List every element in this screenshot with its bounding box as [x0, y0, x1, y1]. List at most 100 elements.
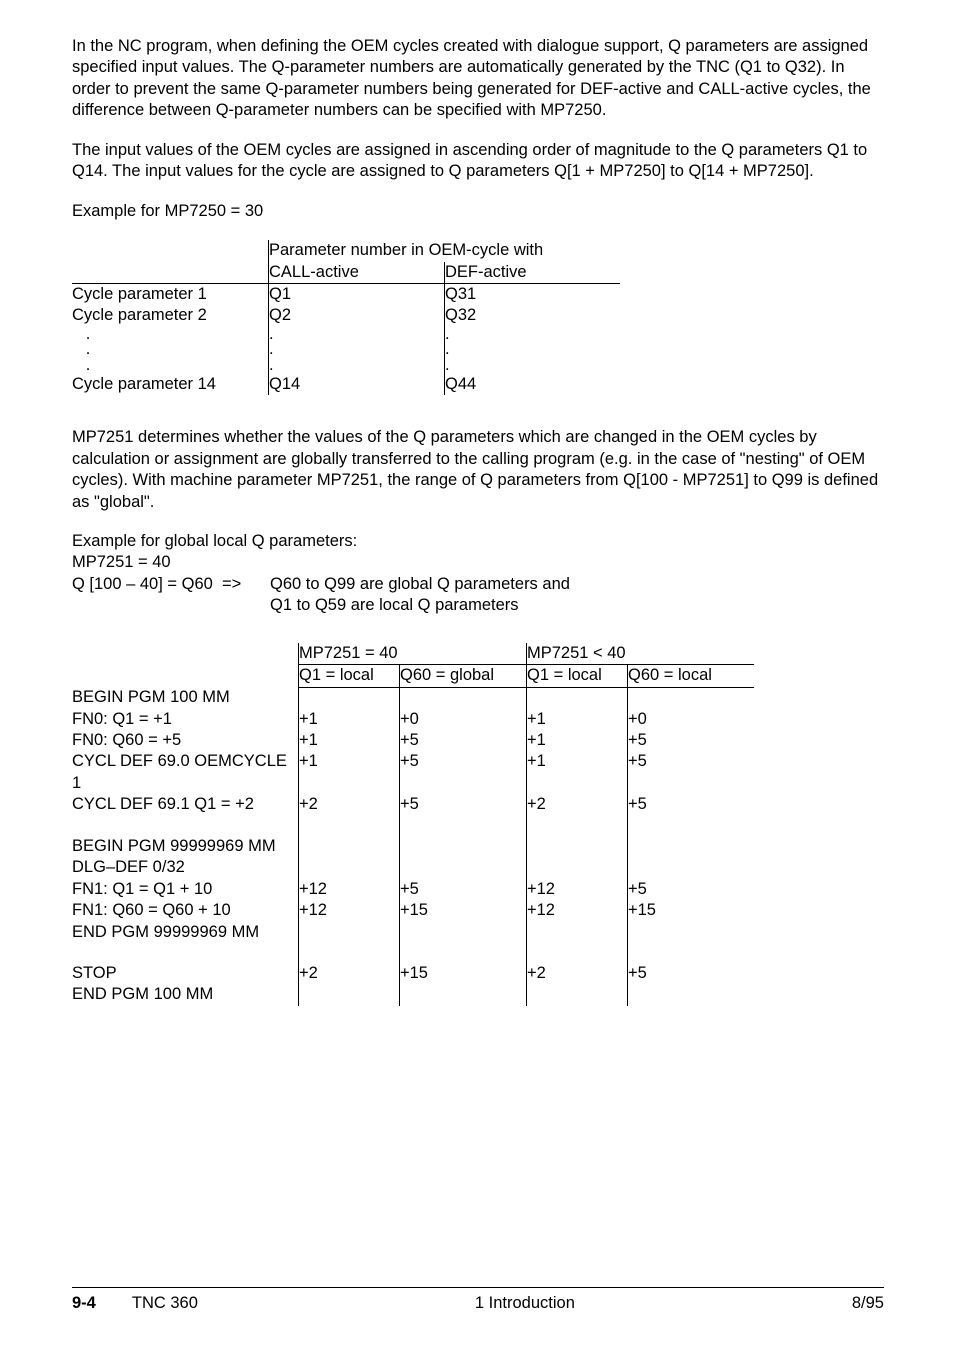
- table2-cell: [299, 857, 400, 878]
- table2-cell: +2: [299, 963, 400, 984]
- table1-row-call: .: [269, 358, 445, 374]
- table2-cell: [527, 857, 628, 878]
- table2-row-label: DLG–DEF 0/32: [72, 857, 299, 878]
- footer-page: 9-4: [72, 1293, 96, 1314]
- table1-row-label: .: [72, 342, 269, 358]
- table2-cell: +1: [299, 709, 400, 730]
- table2-cell: [628, 687, 755, 708]
- table2-row-label: FN0: Q60 = +5: [72, 730, 299, 751]
- table2-cell: [527, 984, 628, 1005]
- table2-sub-3: Q60 = local: [628, 665, 755, 687]
- table2-row-label: BEGIN PGM 99999969 MM: [72, 836, 299, 857]
- table2-cell: +12: [299, 900, 400, 921]
- example2-arrow: =>: [222, 574, 270, 595]
- table2-cell: +15: [400, 963, 527, 984]
- table1-row-call: .: [269, 327, 445, 343]
- table2-cell: +5: [400, 794, 527, 815]
- footer-model: TNC 360: [132, 1293, 198, 1314]
- table2-cell: +1: [299, 751, 400, 794]
- table1-row-def: .: [445, 342, 621, 358]
- example2-rhs2: Q1 to Q59 are local Q parameters: [270, 595, 882, 616]
- table1-row-label: .: [72, 358, 269, 374]
- table2-cell: [400, 857, 527, 878]
- table1-row-def: Q44: [445, 374, 621, 395]
- table2-head-a: MP7251 = 40: [299, 643, 527, 665]
- oem-cycle-parameter-table: Parameter number in OEM-cycle with CALL-…: [72, 240, 620, 395]
- table1-row-call: Q14: [269, 374, 445, 395]
- footer-divider: [72, 1287, 884, 1288]
- table2-cell: [299, 922, 400, 943]
- table2-cell: +5: [628, 879, 755, 900]
- table2-cell: [628, 922, 755, 943]
- table2-cell: +5: [628, 963, 755, 984]
- table2-row-label: FN0: Q1 = +1: [72, 709, 299, 730]
- table2-cell: +5: [628, 794, 755, 815]
- table2-cell: +1: [527, 751, 628, 794]
- table1-row-def: .: [445, 358, 621, 374]
- table2-row-label: BEGIN PGM 100 MM: [72, 687, 299, 708]
- table1-row-def: Q32: [445, 305, 621, 326]
- table2-cell: +12: [527, 879, 628, 900]
- footer-date: 8/95: [852, 1293, 884, 1314]
- table2-cell: +12: [299, 879, 400, 900]
- table2-row-label: CYCL DEF 69.0 OEMCYCLE 1: [72, 751, 299, 794]
- table2-cell: +2: [527, 794, 628, 815]
- table2-cell: [628, 984, 755, 1005]
- table2-row-label: FN1: Q1 = Q1 + 10: [72, 879, 299, 900]
- table1-row-call: Q1: [269, 283, 445, 305]
- table2-row-label: END PGM 99999969 MM: [72, 922, 299, 943]
- table2-cell: +1: [299, 730, 400, 751]
- table1-row-label: Cycle parameter 14: [72, 374, 269, 395]
- table2-cell: +5: [400, 730, 527, 751]
- example2-rhs1: Q60 to Q99 are global Q parameters and: [270, 574, 570, 595]
- table2-cell: +5: [400, 879, 527, 900]
- table1-row-def: Q31: [445, 283, 621, 305]
- table2-cell: +0: [628, 709, 755, 730]
- paragraph-3: MP7251 determines whether the values of …: [72, 427, 882, 513]
- table2-cell: [527, 836, 628, 857]
- table2-cell: +5: [400, 751, 527, 794]
- table2-cell: [299, 984, 400, 1005]
- table2-sub-1: Q60 = global: [400, 665, 527, 687]
- table2-row-label: STOP: [72, 963, 299, 984]
- table1-row-call: .: [269, 342, 445, 358]
- table1-row-call: Q2: [269, 305, 445, 326]
- table1-header-call: CALL-active: [269, 262, 445, 284]
- table2-cell: [527, 922, 628, 943]
- table2-head-b: MP7251 < 40: [527, 643, 755, 665]
- page-footer: 9-4 TNC 360 1 Introduction 8/95: [72, 1293, 884, 1314]
- table2-row-label: FN1: Q60 = Q60 + 10: [72, 900, 299, 921]
- table1-row-label: Cycle parameter 1: [72, 283, 269, 305]
- table2-cell: +15: [628, 900, 755, 921]
- table2-cell: [400, 922, 527, 943]
- table1-row-label: Cycle parameter 2: [72, 305, 269, 326]
- table2-cell: +2: [299, 794, 400, 815]
- table2-sub-0: Q1 = local: [299, 665, 400, 687]
- table2-cell: [299, 836, 400, 857]
- example2-line1: MP7251 = 40: [72, 552, 882, 573]
- table2-cell: +15: [400, 900, 527, 921]
- example2-lhs: Q [100 – 40] = Q60: [72, 574, 222, 595]
- mp7251-comparison-table: MP7251 = 40 MP7251 < 40 Q1 = local Q60 =…: [72, 643, 754, 1006]
- table2-cell: [400, 687, 527, 708]
- footer-section: 1 Introduction: [475, 1293, 575, 1314]
- table2-cell: [628, 857, 755, 878]
- paragraph-2: The input values of the OEM cycles are a…: [72, 140, 882, 183]
- table1-header-def: DEF-active: [445, 262, 621, 284]
- table2-cell: [400, 836, 527, 857]
- table1-row-label: .: [72, 327, 269, 343]
- table2-cell: +5: [628, 730, 755, 751]
- table2-cell: +5: [628, 751, 755, 794]
- paragraph-1: In the NC program, when defining the OEM…: [72, 36, 882, 122]
- table2-row-label: CYCL DEF 69.1 Q1 = +2: [72, 794, 299, 815]
- table2-cell: [400, 984, 527, 1005]
- table1-header-span: Parameter number in OEM-cycle with: [269, 240, 621, 261]
- table2-cell: +0: [400, 709, 527, 730]
- table2-cell: +12: [527, 900, 628, 921]
- example1-title: Example for MP7250 = 30: [72, 201, 882, 222]
- example2-title: Example for global local Q parameters:: [72, 531, 882, 552]
- table2-cell: +1: [527, 730, 628, 751]
- table2-cell: [628, 836, 755, 857]
- table2-cell: [299, 687, 400, 708]
- table2-cell: [527, 687, 628, 708]
